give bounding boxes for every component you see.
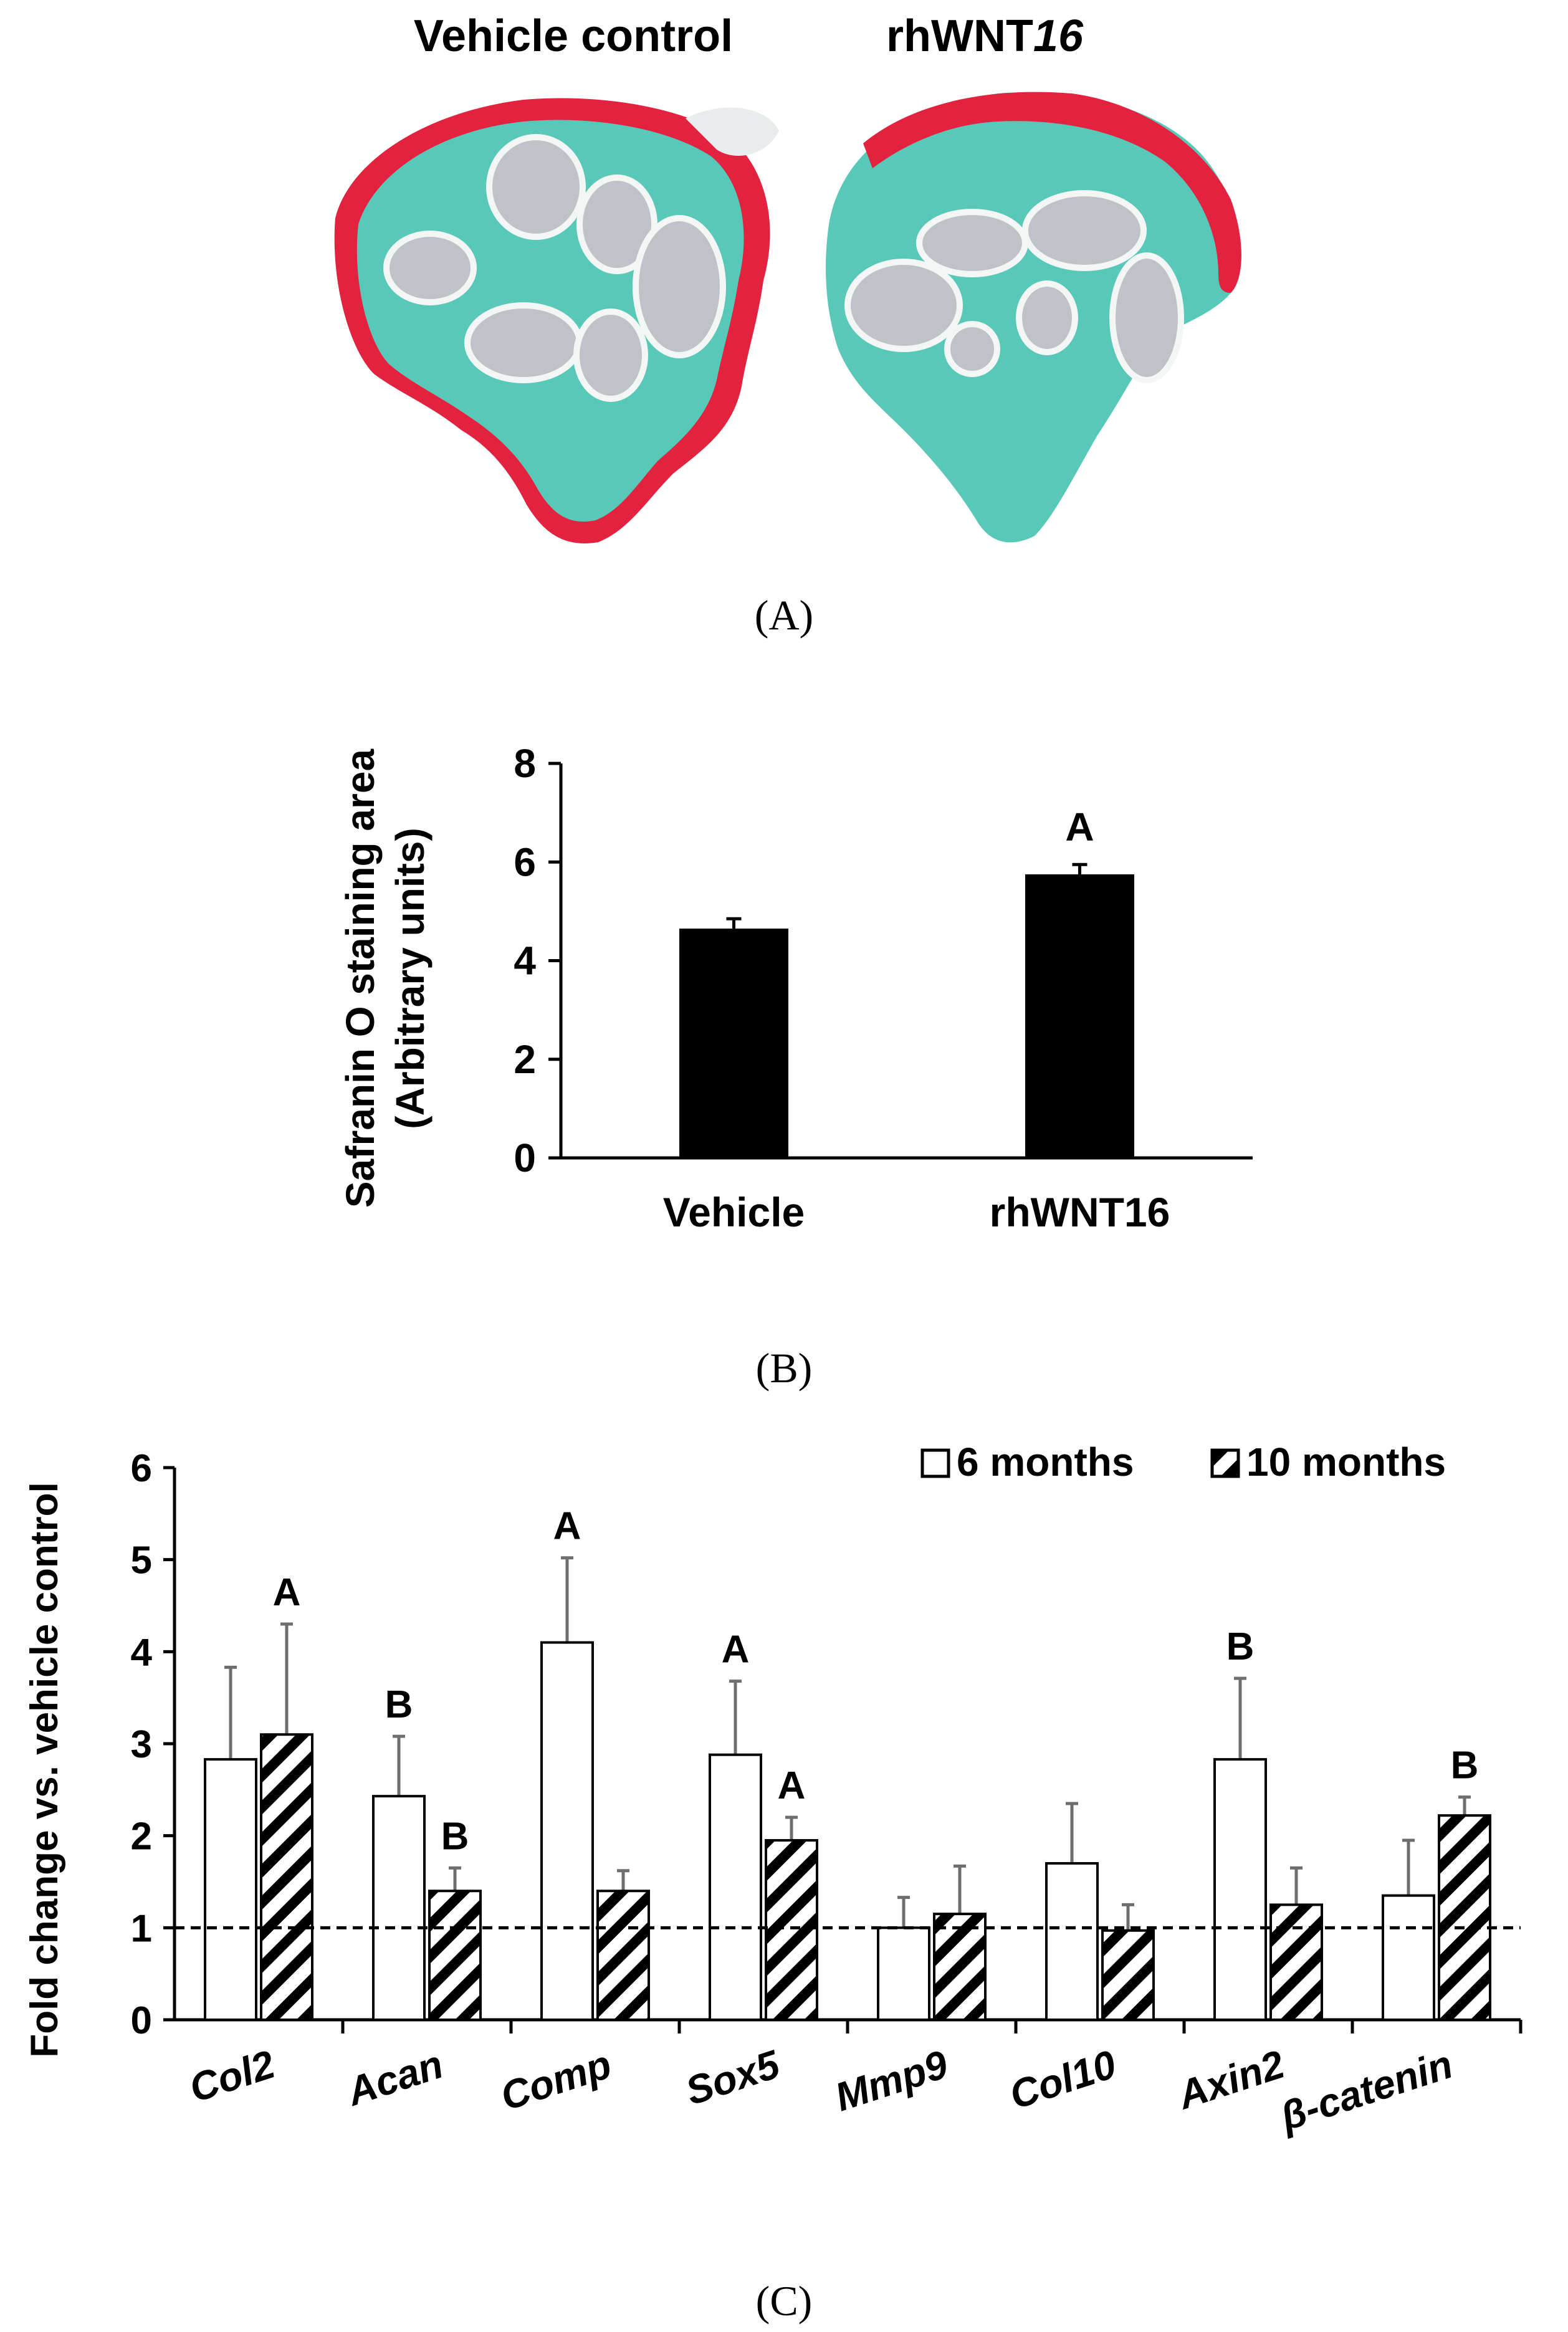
chart-c-x-tick-label: Mmp9 bbox=[829, 2042, 953, 2120]
panel-b-label: (B) bbox=[756, 1344, 813, 1392]
chart-c-bar bbox=[1101, 1929, 1155, 2022]
chart-b-y-tick-label: 6 bbox=[514, 839, 536, 884]
chart-b-y-tick-label: 0 bbox=[514, 1135, 536, 1180]
chart-c: Fold change vs. vehicle control 6 months… bbox=[23, 1440, 1523, 2325]
chart-c-y-tick-label: 6 bbox=[131, 1447, 152, 1490]
chart-b-annotation: A bbox=[1065, 805, 1094, 849]
right-title-prefix: rhWNT bbox=[886, 11, 1033, 61]
chart-c-bar bbox=[765, 1839, 818, 2022]
chart-b-x-tick-label: Vehicle bbox=[663, 1189, 805, 1235]
chart-c-bar bbox=[428, 1890, 482, 2021]
chart-c-bar bbox=[1438, 1814, 1491, 2021]
chart-c-bar bbox=[709, 1753, 762, 2021]
chart-c-ylabel: Fold change vs. vehicle control bbox=[23, 1482, 66, 2057]
chart-c-x-tick-label: Axin2 bbox=[1171, 2042, 1289, 2118]
chart-b-plot: 0 2 4 6 8 Vehicle rhWNT16 A bbox=[514, 741, 1253, 1235]
chart-c-annotation: B bbox=[385, 1683, 413, 1726]
chart-c-annotation: B bbox=[1451, 1744, 1479, 1787]
panel-a: Vehicle control rhWNT16 (A) bbox=[334, 11, 1241, 639]
chart-c-plot: 0 1 2 3 4 5 6 A Col2 B B Acan A Comp A A Sox5 Mmp9 Col10 B A… bbox=[131, 1447, 1523, 2139]
chart-b-bar bbox=[1025, 874, 1134, 1158]
chart-c-bar bbox=[204, 1758, 257, 2021]
chart-c-annotation: A bbox=[273, 1571, 301, 1614]
chart-c-y-tick-label: 4 bbox=[131, 1631, 153, 1674]
chart-b-bar bbox=[679, 929, 788, 1158]
chart-c-bar bbox=[1045, 1861, 1099, 2021]
panel-a-right-title: rhWNT16 bbox=[886, 11, 1084, 61]
chart-c-bar bbox=[596, 1890, 650, 2021]
chart-c-x-tick-label: β-catenin bbox=[1274, 2042, 1458, 2139]
right-title-suffix: 16 bbox=[1033, 11, 1084, 61]
legend-swatch-6-months bbox=[920, 1448, 950, 1478]
chart-c-y-tick-label: 5 bbox=[131, 1539, 152, 1582]
chart-c-annotation: A bbox=[722, 1628, 750, 1671]
chart-c-bar bbox=[1269, 1903, 1323, 2022]
panel-a-left-title: Vehicle control bbox=[414, 11, 733, 61]
chart-c-bar bbox=[1213, 1758, 1267, 2021]
chart-b-ylabel-line2: (Arbitrary units) bbox=[388, 828, 433, 1129]
chart-b: Safranin O staining area (Arbitrary unit… bbox=[338, 741, 1253, 1392]
legend-label-6-months: 6 months bbox=[957, 1440, 1134, 1484]
chart-c-bar bbox=[933, 1913, 987, 2022]
chart-c-y-tick-label: 1 bbox=[131, 1907, 152, 1950]
chart-b-y-tick-label: 8 bbox=[514, 741, 536, 786]
chart-c-bar bbox=[877, 1926, 930, 2021]
chart-b-ylabel-line1: Safranin O staining area bbox=[338, 748, 383, 1208]
chart-c-annotation: A bbox=[553, 1505, 581, 1548]
panel-a-label: (A) bbox=[755, 591, 813, 639]
legend-label-10-months: 10 months bbox=[1246, 1440, 1446, 1484]
chart-c-bar bbox=[260, 1733, 313, 2022]
chart-c-bar bbox=[540, 1641, 594, 2021]
chart-b-x-tick-label: rhWNT16 bbox=[990, 1189, 1170, 1235]
chart-c-y-tick-label: 3 bbox=[131, 1723, 152, 1766]
chart-c-x-tick-label: Col10 bbox=[1004, 2042, 1121, 2118]
histology-image-vehicle bbox=[334, 98, 779, 543]
chart-c-annotation: B bbox=[441, 1815, 469, 1858]
chart-c-bar bbox=[372, 1795, 426, 2021]
chart-c-bar bbox=[1382, 1894, 1435, 2021]
chart-c-annotation: B bbox=[1226, 1625, 1255, 1668]
chart-c-x-tick-label: Comp bbox=[495, 2042, 617, 2119]
chart-b-y-tick-label: 2 bbox=[514, 1037, 536, 1082]
legend-swatch-10-months bbox=[1210, 1448, 1240, 1478]
panel-c-label: (C) bbox=[756, 2277, 813, 2325]
chart-c-x-tick-label: Acan bbox=[340, 2042, 448, 2115]
chart-c-annotation: A bbox=[778, 1764, 806, 1807]
chart-c-x-tick-label: Sox5 bbox=[681, 2041, 786, 2113]
chart-c-y-tick-label: 2 bbox=[131, 1815, 152, 1858]
chart-c-legend: 6 months 10 months bbox=[920, 1440, 1446, 1484]
histology-image-rhwnt16 bbox=[826, 92, 1241, 543]
chart-c-x-tick-label: Col2 bbox=[184, 2042, 280, 2111]
chart-c-y-tick-label: 0 bbox=[131, 1999, 152, 2042]
chart-b-y-tick-label: 4 bbox=[514, 939, 536, 983]
